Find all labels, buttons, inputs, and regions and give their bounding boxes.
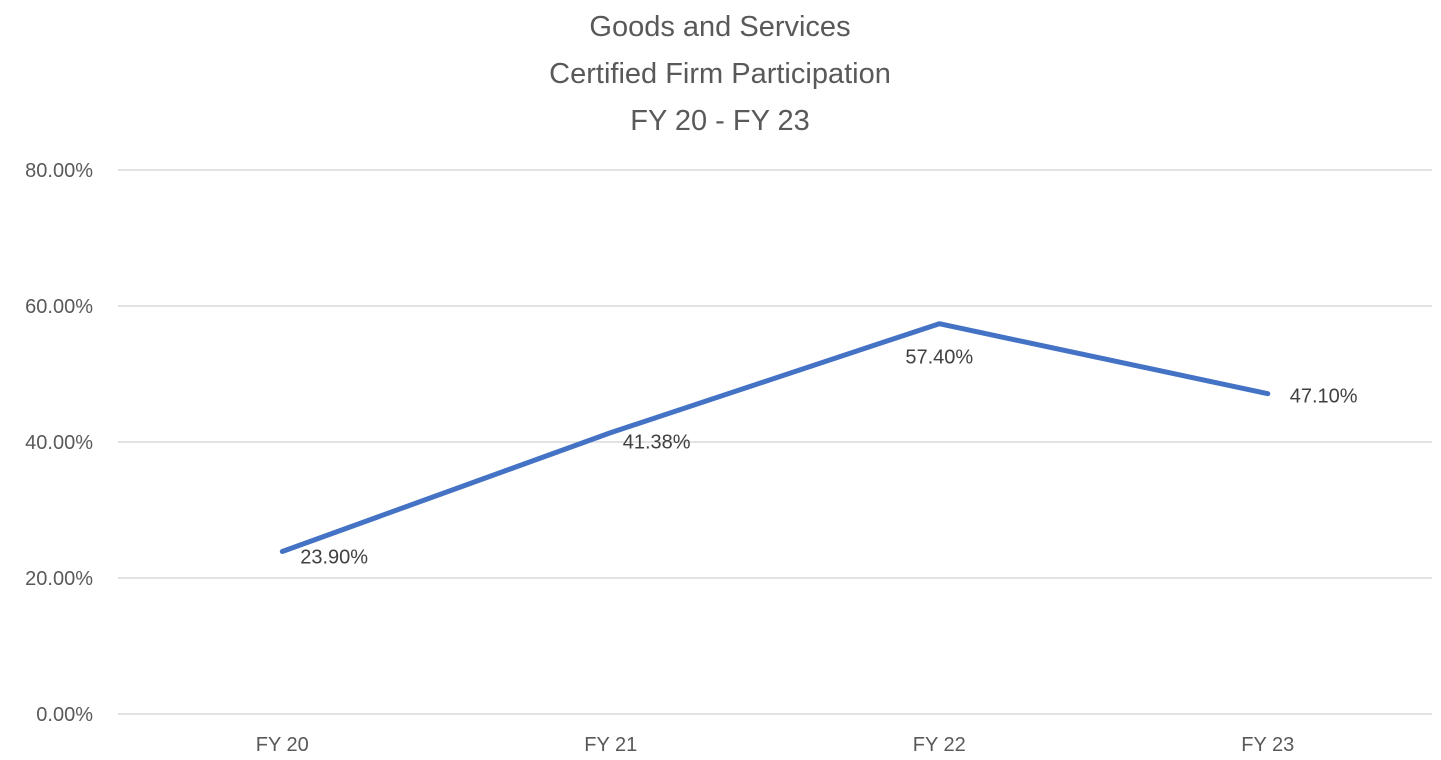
x-axis-ticks: FY 20 FY 21 FY 22 FY 23 <box>256 734 1295 756</box>
chart-title-line: Goods and Services <box>589 11 850 43</box>
chart-title-line: FY 20 - FY 23 <box>630 105 809 137</box>
data-label: 41.38% <box>623 432 691 454</box>
x-tick-label: FY 22 <box>913 734 966 756</box>
data-label: 23.90% <box>300 546 368 568</box>
chart-title-line: Certified Firm Participation <box>549 58 891 90</box>
y-axis-ticks: 0.00% 20.00% 40.00% 60.00% 80.00% <box>25 160 93 726</box>
x-tick-label: FY 23 <box>1241 734 1294 756</box>
y-tick-label: 20.00% <box>25 568 93 590</box>
x-tick-label: FY 21 <box>584 734 637 756</box>
gridlines <box>118 169 1432 715</box>
y-tick-label: 80.00% <box>25 160 93 182</box>
data-labels: 23.90% 41.38% 57.40% 47.10% <box>300 347 1358 569</box>
chart-title: Goods and Services Certified Firm Partici… <box>549 11 891 137</box>
y-tick-label: 40.00% <box>25 432 93 454</box>
series-line <box>279 321 1271 554</box>
data-label: 57.40% <box>905 347 973 369</box>
y-tick-label: 0.00% <box>36 704 93 726</box>
y-tick-label: 60.00% <box>25 296 93 318</box>
series <box>279 321 1271 554</box>
data-label: 47.10% <box>1290 386 1358 408</box>
x-tick-label: FY 20 <box>256 734 309 756</box>
